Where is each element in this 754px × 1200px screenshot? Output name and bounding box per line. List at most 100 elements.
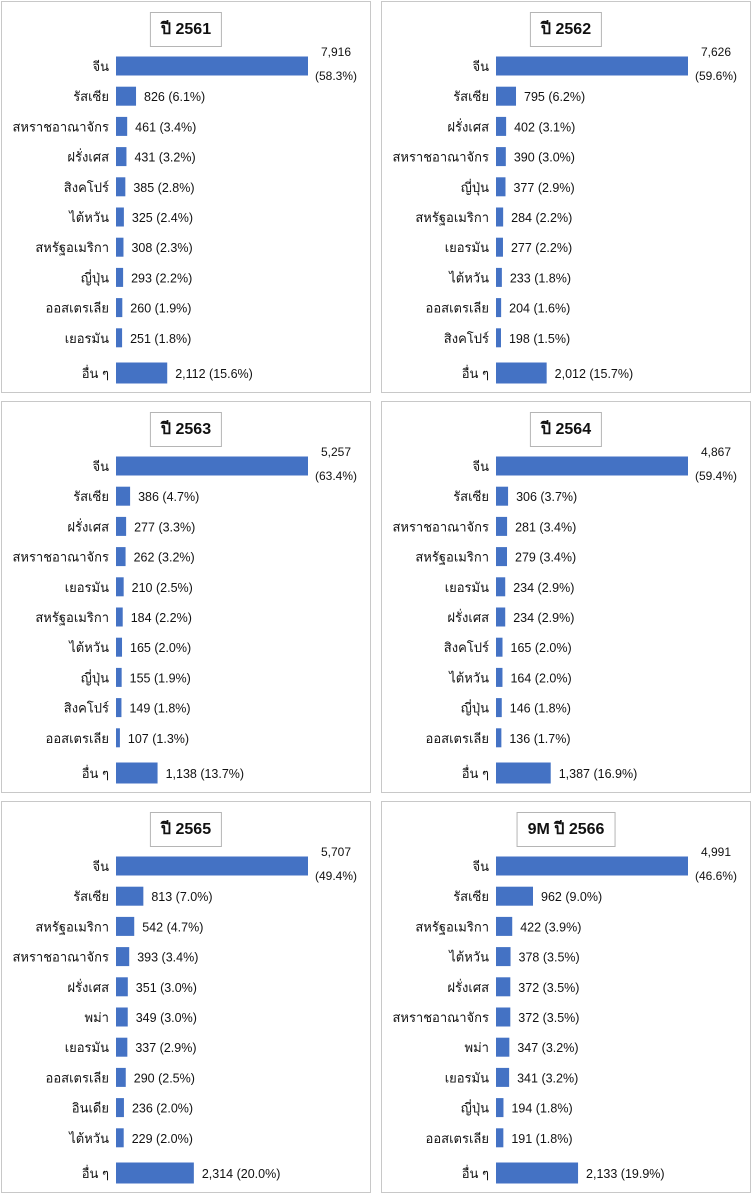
category-label: สิงคโปร์ (444, 331, 489, 346)
percent-label: (1.5%) (530, 332, 570, 346)
percent-label: (2.0%) (531, 671, 571, 685)
value-label: 184 (131, 611, 152, 625)
data-label: 277 (2.2%) (511, 241, 572, 255)
data-label: 542 (4.7%) (142, 920, 203, 934)
data-label: 390 (3.0%) (514, 151, 575, 165)
percent-label: (1.8%) (531, 702, 571, 716)
data-label: 290 (2.5%) (134, 1071, 195, 1085)
value-label: 386 (138, 490, 159, 504)
bar (496, 147, 506, 167)
category-label: ไต้หวัน (448, 950, 489, 965)
bar (496, 1007, 511, 1027)
value-label: 2,012 (555, 367, 586, 381)
percent-label: (4.7%) (159, 490, 199, 504)
bar (116, 237, 124, 257)
bar (116, 916, 135, 936)
percent-label: (16.9%) (590, 767, 637, 781)
category-label: สหราชอาณาจักร (392, 519, 489, 534)
data-label: 393 (3.4%) (137, 951, 198, 965)
data-label: 372 (3.5%) (518, 981, 579, 995)
bar (496, 637, 503, 657)
chart-title: 9M ปี 2566 (516, 812, 616, 847)
bar (496, 1067, 510, 1087)
percent-label: (3.7%) (537, 490, 577, 504)
value-label: 277 (511, 241, 532, 255)
bar (496, 547, 508, 567)
chart-title: ปี 2563 (149, 412, 223, 447)
data-label: 234 (2.9%) (513, 611, 574, 625)
percent-label: (2.3%) (152, 241, 192, 255)
percent-label: (3.5%) (539, 981, 579, 995)
value-label: 229 (132, 1132, 153, 1146)
value-label: 251 (130, 332, 151, 346)
percent-label: (19.9%) (617, 1167, 664, 1181)
category-label: ฝรั่งเศส (67, 518, 109, 534)
percent-label: (3.4%) (158, 951, 198, 965)
chart-panel: จีน 5,707 (49.4%) รัสเซีย 813 (7.0%) สหรัฐอเม… (1, 801, 371, 1193)
category-label: ญี่ปุ่น (81, 669, 109, 686)
chart-panel: จีน 4,867 (59.4%) รัสเซีย 306 (3.7%) สหราชอาณ… (381, 401, 751, 793)
value-label: 2,133 (586, 1167, 617, 1181)
bar (116, 762, 158, 784)
percent-label: (15.7%) (586, 367, 633, 381)
bar (496, 1128, 504, 1148)
bar-chart: จีน 5,257 (63.4%) รัสเซีย 386 (4.7%) ฝรั่งเศส… (12, 445, 357, 784)
data-label: 351 (3.0%) (136, 981, 197, 995)
percent-label: (2.2%) (532, 241, 572, 255)
chart-panel: จีน 7,916 (58.3%) รัสเซีย 826 (6.1%) สหราชอาณ… (1, 1, 371, 393)
value-label: 290 (134, 1071, 155, 1085)
data-label: 236 (2.0%) (132, 1102, 193, 1116)
category-label: รัสเซีย (453, 889, 489, 904)
percent-label: (3.1%) (535, 120, 575, 134)
value-label: 378 (519, 951, 540, 965)
category-label: เยอรมัน (65, 331, 109, 346)
data-label: 204 (1.6%) (509, 302, 570, 316)
data-label: 281 (3.4%) (515, 520, 576, 534)
percent-label: (2.2%) (152, 271, 192, 285)
value-label: 204 (509, 302, 530, 316)
data-label: 260 (1.9%) (130, 302, 191, 316)
category-label: ออสเตรเลีย (426, 301, 489, 316)
value-label: 7,626 (701, 45, 731, 59)
percent-label: (3.4%) (536, 551, 576, 565)
bar (116, 728, 120, 748)
value-label: 234 (513, 611, 534, 625)
value-label: 233 (510, 271, 531, 285)
bar (116, 116, 128, 136)
value-label: 393 (137, 951, 158, 965)
percent-label: (13.7%) (197, 767, 244, 781)
category-label: ญี่ปุ่น (461, 179, 489, 196)
data-label: 378 (3.5%) (519, 951, 580, 965)
percent-label: (3.2%) (538, 1041, 578, 1055)
value-label: 284 (511, 211, 532, 225)
category-label: ฝรั่งเศส (67, 979, 109, 995)
data-label: 262 (3.2%) (134, 551, 195, 565)
value-label: 325 (132, 211, 153, 225)
bar (496, 86, 517, 106)
category-label: ไต้หวัน (68, 210, 109, 225)
bar (496, 886, 534, 906)
bar (496, 947, 511, 967)
category-label: รัสเซีย (453, 489, 489, 504)
data-label: 308 (2.3%) (131, 241, 192, 255)
bar (496, 362, 547, 384)
bar (496, 856, 688, 876)
percent-label: (2.9%) (534, 611, 574, 625)
data-label: 234 (2.9%) (513, 581, 574, 595)
data-label: 279 (3.4%) (515, 551, 576, 565)
data-label: 386 (4.7%) (138, 490, 199, 504)
category-label: ออสเตรเลีย (46, 301, 109, 316)
category-label: สหราชอาณาจักร (12, 550, 109, 565)
category-label: ฝรั่งเศส (447, 118, 489, 134)
chart-title: ปี 2561 (149, 12, 223, 47)
data-label: 341 (3.2%) (517, 1071, 578, 1085)
percent-label: (2.9%) (534, 181, 574, 195)
data-label: 962 (9.0%) (541, 890, 602, 904)
bar (116, 328, 123, 348)
bar (116, 1007, 128, 1027)
category-label: สหราชอาณาจักร (12, 950, 109, 965)
percent-label: (2.5%) (155, 1071, 195, 1085)
data-label: 795 (6.2%) (524, 90, 585, 104)
category-label: อื่น ๆ (82, 365, 109, 381)
percent-label: (2.9%) (534, 581, 574, 595)
